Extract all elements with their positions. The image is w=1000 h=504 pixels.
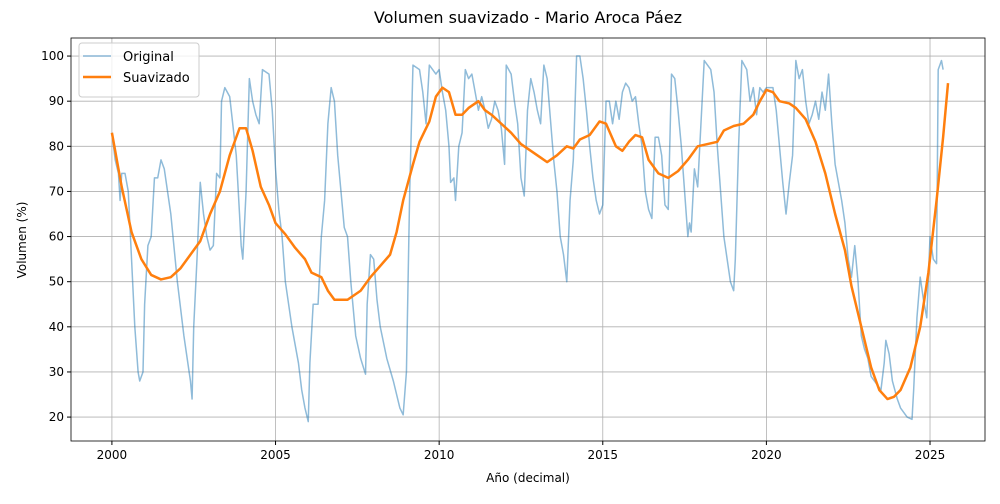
chart-title: Volumen suavizado - Mario Aroca Páez <box>374 8 682 27</box>
y-tick-label: 50 <box>49 275 64 289</box>
y-tick-label: 60 <box>49 230 64 244</box>
plot-frame <box>70 37 986 442</box>
y-tick-label: 90 <box>49 94 64 108</box>
x-tick-label: 2005 <box>260 448 291 462</box>
y-tick-label: 80 <box>49 139 64 153</box>
x-tick-label: 2010 <box>424 448 455 462</box>
x-tick-label: 2025 <box>915 448 946 462</box>
y-axis-label: Volumen (%) <box>15 202 29 279</box>
y-tick-label: 30 <box>49 365 64 379</box>
legend-label: Original <box>123 50 174 65</box>
legend-label: Suavizado <box>123 71 190 86</box>
x-axis-label: Año (decimal) <box>486 471 570 485</box>
x-tick-label: 2020 <box>751 448 782 462</box>
y-tick-label: 70 <box>49 184 64 198</box>
series-line <box>111 55 944 423</box>
x-tick-label: 2015 <box>588 448 619 462</box>
y-tick-label: 100 <box>41 49 64 63</box>
series-line <box>110 83 950 401</box>
legend: Original Suavizado <box>78 42 200 98</box>
y-tick-label: 40 <box>49 320 64 334</box>
x-tick-label: 2000 <box>97 448 128 462</box>
y-tick-label: 20 <box>49 410 64 424</box>
